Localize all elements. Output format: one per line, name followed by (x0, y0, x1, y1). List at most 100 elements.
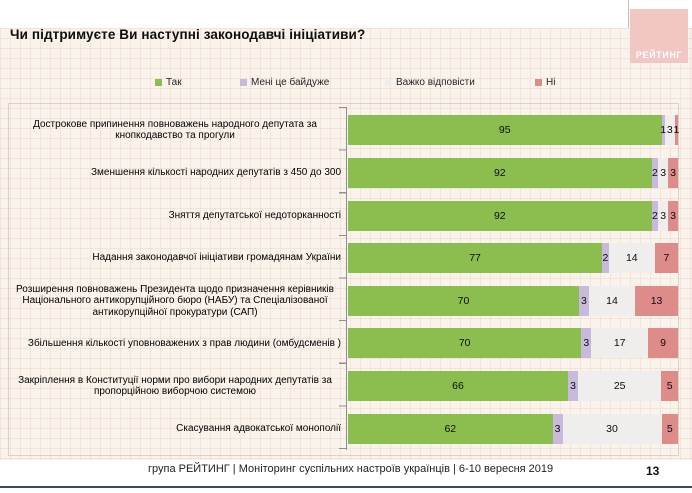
bar-segment: 14 (588, 285, 636, 316)
segment-value: 3 (570, 380, 576, 393)
segment-value: 3 (660, 166, 667, 179)
category-label: Збільшення кількості уповноважених з пра… (9, 338, 341, 350)
bar-row: Зняття депутатської недоторканності 92 2 3 3 (9, 194, 680, 237)
bar-row: Збільшення кількості уповноважених з пра… (9, 322, 680, 365)
bar-segment: 70 (348, 328, 582, 359)
rating-logo: РЕЙТИНГ (630, 9, 688, 63)
bar-segment: 66 (348, 371, 568, 402)
segment-value: 3 (583, 337, 590, 350)
rating-logo-text: РЕЙТИНГ (635, 50, 683, 60)
segment-value: 14 (625, 252, 638, 265)
bar-segment: 2 (602, 243, 609, 274)
bar-segment: 3 (668, 157, 678, 188)
bar-segment: 2 (651, 200, 659, 231)
legend-swatch (155, 79, 162, 86)
segment-value: 95 (498, 124, 511, 137)
legend-item: Мені це байдуже (240, 77, 329, 88)
segment-value: 3 (660, 209, 667, 222)
category-label-text: Зменшення кількості народних депутатів з… (91, 167, 341, 179)
bar-segment: 3 (552, 413, 563, 444)
bar-segment: 3 (568, 371, 578, 402)
bar-segment: 1 (660, 115, 666, 146)
bar-segment: 5 (661, 371, 678, 402)
segment-value: 30 (606, 422, 618, 435)
stacked-bar: 92 2 3 3 (348, 200, 678, 231)
bar-segment: 25 (578, 371, 662, 402)
category-label-text: Закріплення в Конституції норми про вибо… (18, 374, 332, 398)
category-label-text: Зняття депутатської недоторканності (168, 209, 341, 221)
segment-value: 92 (493, 166, 506, 179)
segment-value: 7 (663, 252, 670, 265)
legend-label: Ні (546, 77, 556, 88)
footer-source: група РЕЙТИНГ | Моніторинг суспільних на… (148, 463, 554, 475)
legend-label: Мені це байдуже (251, 77, 330, 88)
bar-segment: 2 (651, 157, 659, 188)
segment-value: 3 (581, 294, 587, 307)
bar-segment: 17 (591, 328, 648, 359)
category-label: Закріплення в Конституції норми про вибо… (9, 375, 341, 398)
bar-row: Розширення повноважень Президента щодо п… (9, 280, 680, 323)
bar-segment: 70 (348, 285, 579, 316)
category-label-text: Надання законодавчої ініціативи громадян… (92, 252, 341, 264)
legend-label: Важко відповісти (396, 77, 475, 88)
bar-segment: 92 (348, 157, 652, 188)
legend-swatch (385, 79, 392, 86)
bar-row: Зменшення кількості народних депутатів з… (9, 152, 680, 195)
bar-segment: 13 (635, 285, 679, 316)
segment-value: 66 (452, 380, 464, 393)
legend-item: Так (155, 77, 182, 88)
category-label-text: Дострокове припинення повноважень народн… (33, 118, 317, 142)
category-label-text: Збільшення кількості уповноважених з пра… (27, 337, 341, 349)
bar-row: Надання законодавчої ініціативи громадян… (9, 237, 680, 280)
legend-swatch (535, 79, 542, 86)
segment-value: 70 (457, 294, 470, 307)
page-number: 13 (646, 464, 660, 478)
bar-segment: 95 (348, 115, 662, 146)
stacked-bar: 95 1 3 1 (348, 115, 680, 146)
bar-row: Закріплення в Конституції норми про вибо… (9, 365, 680, 408)
bottom-border-line (0, 486, 692, 488)
segment-value: 3 (670, 166, 676, 179)
axis-ticks (339, 107, 346, 451)
bar-segment: 7 (654, 243, 678, 274)
segment-value: 25 (613, 380, 626, 393)
category-label-text: Розширення повноважень Президента щодо п… (16, 283, 334, 318)
category-label: Скасування адвокатської монополії (9, 423, 341, 435)
category-label: Дострокове припинення повноважень народн… (9, 119, 341, 142)
legend-item: Ні (535, 77, 555, 88)
segment-value: 92 (493, 209, 506, 222)
bar-segment: 9 (648, 328, 678, 359)
chart-rows: Дострокове припинення повноважень народн… (9, 109, 680, 450)
stacked-bar: 92 2 3 3 (348, 157, 678, 188)
legend-label: Так (166, 77, 182, 88)
category-label: Зняття депутатської недоторканності (9, 210, 341, 222)
bar-segment: 3 (658, 157, 669, 188)
bar-segment: 62 (348, 413, 553, 444)
legend-swatch (240, 79, 247, 86)
stacked-bar: 66 3 25 5 (348, 371, 678, 402)
segment-value: 1 (673, 124, 680, 137)
segment-value: 9 (660, 337, 666, 350)
legend-item: Важко відповісти (385, 77, 475, 88)
top-divider-line (628, 0, 629, 28)
segment-value: 5 (666, 422, 673, 435)
segment-value: 3 (554, 422, 561, 435)
page-title: Чи підтримуєте Ви наступні законодавчі і… (10, 27, 366, 42)
segment-value: 3 (670, 209, 676, 222)
bar-segment: 3 (658, 200, 669, 231)
segment-value: 77 (469, 252, 481, 265)
segment-value: 17 (613, 337, 626, 350)
bar-row: Скасування адвокатської монополії 62 3 30 5 (9, 407, 680, 450)
bar-segment: 3 (668, 200, 678, 231)
segment-value: 2 (651, 209, 658, 222)
bar-segment: 3 (581, 328, 592, 359)
segment-value: 2 (651, 166, 658, 179)
category-label: Надання законодавчої ініціативи громадян… (9, 252, 341, 264)
legend: Так Мені це байдуже Важко відповісти Ні (0, 77, 692, 91)
stacked-bar: 70 3 14 13 (348, 285, 679, 316)
bar-segment: 5 (661, 413, 678, 444)
chart-area: Дострокове припинення повноважень народн… (8, 103, 679, 456)
segment-value: 70 (458, 337, 471, 350)
segment-value: 3 (666, 124, 673, 137)
